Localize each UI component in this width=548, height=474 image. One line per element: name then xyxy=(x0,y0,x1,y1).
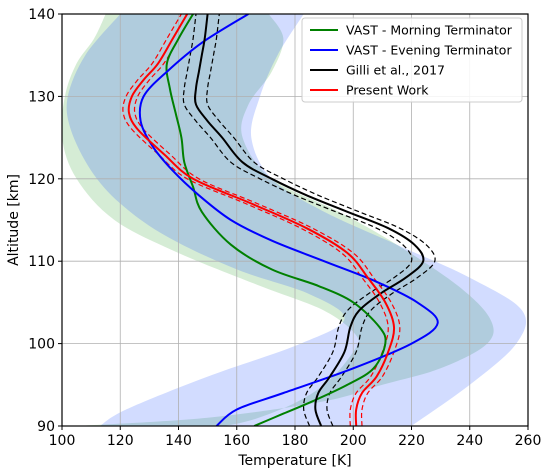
x-axis-label: Temperature [K] xyxy=(237,453,351,469)
gilli-et-al-2017-error-line xyxy=(206,14,436,426)
present-work-line xyxy=(127,14,396,426)
gilli-et-al-2017-line xyxy=(193,14,425,426)
y-tick-label: 110 xyxy=(28,254,55,270)
x-tick-label: 220 xyxy=(398,433,425,449)
legend-box xyxy=(301,17,523,103)
x-tick-label: 260 xyxy=(515,433,542,449)
present-work-error-line xyxy=(122,14,389,426)
vast-morning-terminator-band xyxy=(62,14,494,426)
legend-label: VAST - Evening Terminator xyxy=(346,43,512,58)
x-tick-label: 140 xyxy=(165,433,192,449)
legend-label: VAST - Morning Terminator xyxy=(346,23,513,38)
vast-evening-terminator-line xyxy=(138,14,439,426)
y-tick-label: 130 xyxy=(28,89,55,105)
axis-ticks: 100 120 140 160 180 200 220 240 2609010011012013… xyxy=(28,7,541,449)
legend-label: Present Work xyxy=(346,83,429,98)
x-tick-label: 100 xyxy=(49,433,76,449)
data-lines xyxy=(122,14,439,426)
x-tick-label: 160 xyxy=(223,433,250,449)
vast-morning-terminator-line xyxy=(165,14,387,426)
y-tick-label: 100 xyxy=(28,337,55,353)
present-work-error-line xyxy=(133,14,401,426)
legend-label: Gilli et al., 2017 xyxy=(346,63,445,78)
gilli-et-al-2017-error-line xyxy=(182,14,413,426)
y-tick-label: 140 xyxy=(28,7,55,23)
y-tick-label: 90 xyxy=(37,419,55,435)
y-tick-label: 120 xyxy=(28,172,55,188)
legend: VAST - Morning Terminator VAST - Evening … xyxy=(301,17,523,103)
x-tick-label: 180 xyxy=(282,433,309,449)
x-tick-label: 120 xyxy=(107,433,134,449)
x-tick-label: 200 xyxy=(340,433,367,449)
x-tick-label: 240 xyxy=(456,433,483,449)
y-axis-label: Altitude [km] xyxy=(6,174,22,266)
